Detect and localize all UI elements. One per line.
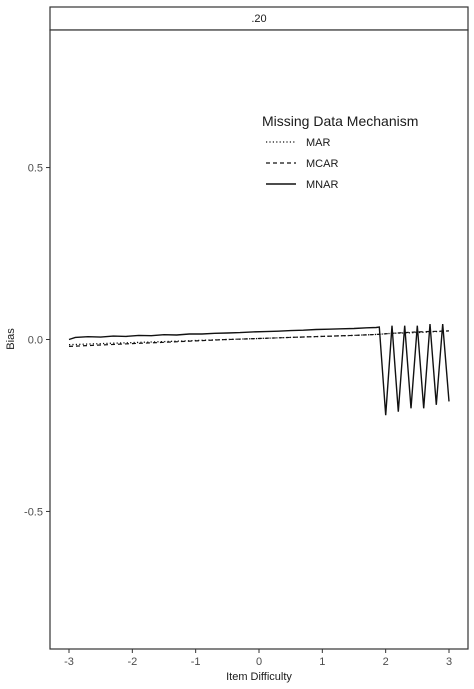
x-tick-label: -3 xyxy=(64,656,74,668)
x-tick-label: 1 xyxy=(319,656,325,668)
series-line-mnar xyxy=(68,323,450,416)
legend-label-mnar: MNAR xyxy=(306,179,338,191)
y-axis: -0.5 0.0 0.5 xyxy=(24,163,50,518)
series-lines xyxy=(68,323,450,416)
y-tick-label: -0.5 xyxy=(24,506,43,518)
legend-title: Missing Data Mechanism xyxy=(262,113,418,129)
x-axis: -3 -2 -1 0 1 2 3 xyxy=(64,649,452,668)
legend-label-mar: MAR xyxy=(306,137,331,149)
legend: Missing Data Mechanism MAR MCAR MNAR xyxy=(262,113,418,191)
x-tick-label: 0 xyxy=(256,656,262,668)
facet-label: .20 xyxy=(251,13,266,25)
series-line-mcar xyxy=(68,330,450,347)
y-axis-title: Bias xyxy=(5,328,17,350)
x-axis-title: Item Difficulty xyxy=(226,671,292,683)
x-tick-label: 3 xyxy=(446,656,452,668)
y-tick-label: 0.0 xyxy=(28,335,43,347)
x-tick-label: -2 xyxy=(127,656,137,668)
legend-label-mcar: MCAR xyxy=(306,158,338,170)
x-tick-label: 2 xyxy=(383,656,389,668)
x-tick-label: -1 xyxy=(191,656,201,668)
plot-panel xyxy=(49,29,469,650)
series-line-mar xyxy=(68,330,450,346)
y-tick-label: 0.5 xyxy=(28,163,43,175)
